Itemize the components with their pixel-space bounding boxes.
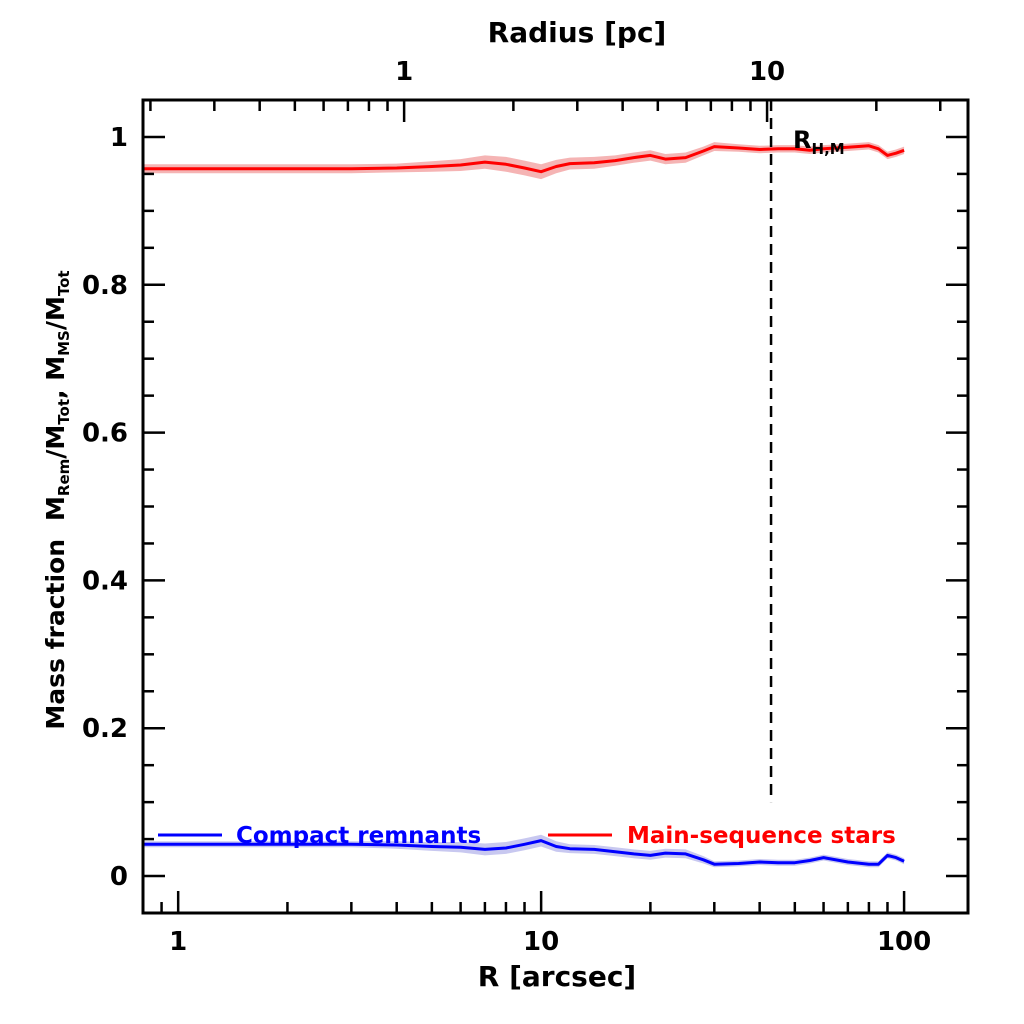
legend-label-main-sequence: Main-sequence stars <box>627 823 896 849</box>
legend-label-compact-remnants: Compact remnants <box>236 823 481 849</box>
data-lines <box>143 144 905 866</box>
y-tick-label: 0.8 <box>82 271 128 301</box>
top-axis-title: Radius [pc] <box>488 16 667 49</box>
y-tick-label: 1 <box>110 123 128 153</box>
y-tick-label: 0 <box>110 862 128 892</box>
x-tick-label: 10 <box>523 927 559 957</box>
uncertainty-bands <box>143 142 905 868</box>
y-axis-title-prefix: Mass fraction <box>41 539 70 730</box>
top-x-tick-label: 10 <box>749 57 785 87</box>
y-tick-label: 0.2 <box>82 714 128 744</box>
line-series-1 <box>143 144 905 174</box>
axis-ticks <box>141 100 968 913</box>
plot-frame <box>141 98 970 915</box>
y-axis-title: Mass fractionMRem/MTot, MMS/MTot <box>41 270 73 729</box>
half-mass-radius-label: RH,M <box>793 126 845 158</box>
legend: Compact remnants Main-sequence stars <box>158 823 896 849</box>
y-tick-label: 0.6 <box>82 419 128 449</box>
y-tick-label: 0.4 <box>82 566 128 596</box>
top-x-tick-label: 1 <box>395 57 413 87</box>
x-axis-title: R [arcsec] <box>478 960 636 993</box>
x-tick-label: 100 <box>877 927 931 957</box>
x-tick-label: 1 <box>169 927 187 957</box>
line-series-0 <box>143 839 905 866</box>
